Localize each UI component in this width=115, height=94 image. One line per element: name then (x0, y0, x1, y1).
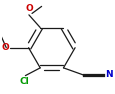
Text: O: O (2, 43, 9, 52)
Text: O: O (25, 4, 33, 13)
Text: Cl: Cl (19, 77, 29, 86)
Text: N: N (104, 70, 112, 79)
